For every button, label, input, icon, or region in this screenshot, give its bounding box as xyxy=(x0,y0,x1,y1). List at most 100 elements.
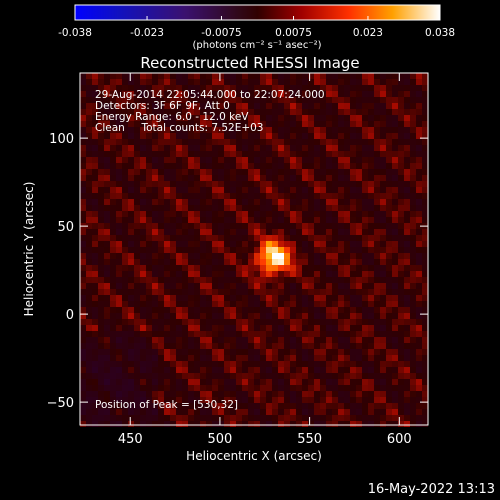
heatmap-cell xyxy=(92,169,98,175)
heatmap-cell xyxy=(218,361,224,367)
heatmap-cell xyxy=(254,295,260,301)
heatmap-cell xyxy=(404,379,410,385)
heatmap-cell xyxy=(416,211,422,217)
heatmap-cell xyxy=(98,247,104,253)
heatmap-cell xyxy=(152,253,158,259)
heatmap-cell xyxy=(200,277,206,283)
heatmap-cell xyxy=(296,283,302,289)
heatmap-cell xyxy=(320,295,326,301)
heatmap-cell xyxy=(374,373,380,379)
heatmap-cell xyxy=(104,325,110,331)
heatmap-cell xyxy=(128,193,134,199)
heatmap-cell xyxy=(290,265,296,271)
heatmap-cell xyxy=(320,343,326,349)
heatmap-cell xyxy=(212,247,218,253)
heatmap-cell xyxy=(212,343,218,349)
heatmap-cell xyxy=(170,193,176,199)
heatmap-cell xyxy=(104,211,110,217)
heatmap-cell xyxy=(416,325,422,331)
heatmap-cell xyxy=(266,283,272,289)
heatmap-cell xyxy=(272,397,278,403)
heatmap-cell xyxy=(392,283,398,289)
heatmap-cells xyxy=(80,73,428,427)
heatmap-cell xyxy=(314,169,320,175)
heatmap-cell xyxy=(344,133,350,139)
heatmap-cell xyxy=(98,205,104,211)
heatmap-cell xyxy=(302,313,308,319)
heatmap-cell xyxy=(326,343,332,349)
heatmap-cell xyxy=(266,277,272,283)
heatmap-cell xyxy=(254,409,260,415)
heatmap-cell xyxy=(368,115,374,121)
heatmap-cell xyxy=(314,355,320,361)
x-axis-label: Heliocentric X (arcsec) xyxy=(186,449,322,463)
heatmap-cell xyxy=(254,193,260,199)
heatmap-cell xyxy=(152,325,158,331)
heatmap-cell xyxy=(380,157,386,163)
heatmap-cell xyxy=(134,229,140,235)
heatmap-cell xyxy=(248,151,254,157)
heatmap-cell xyxy=(200,337,206,343)
heatmap-cell xyxy=(266,355,272,361)
heatmap-cell xyxy=(404,319,410,325)
heatmap-cell xyxy=(164,283,170,289)
heatmap-cell xyxy=(368,223,374,229)
heatmap-cell xyxy=(380,205,386,211)
heatmap-cell xyxy=(302,289,308,295)
heatmap-cell xyxy=(290,205,296,211)
heatmap-cell xyxy=(92,229,98,235)
heatmap-cell xyxy=(308,211,314,217)
heatmap-cell xyxy=(98,175,104,181)
heatmap-cell xyxy=(128,379,134,385)
heatmap-cell xyxy=(218,127,224,133)
heatmap-cell xyxy=(122,103,128,109)
heatmap-cell xyxy=(206,337,212,343)
heatmap-cell xyxy=(386,217,392,223)
heatmap-cell xyxy=(224,319,230,325)
heatmap-cell xyxy=(266,181,272,187)
heatmap-cell xyxy=(314,415,320,421)
heatmap-cell xyxy=(404,175,410,181)
heatmap-cell xyxy=(230,397,236,403)
heatmap-cell xyxy=(320,115,326,121)
heatmap-cell xyxy=(128,187,134,193)
heatmap-cell xyxy=(218,235,224,241)
heatmap-cell xyxy=(134,343,140,349)
heatmap-cell xyxy=(122,373,128,379)
heatmap-cell xyxy=(80,133,86,139)
heatmap-cell xyxy=(380,103,386,109)
heatmap-cell xyxy=(314,217,320,223)
heatmap-cell xyxy=(98,229,104,235)
heatmap-cell xyxy=(374,259,380,265)
heatmap-cell xyxy=(218,265,224,271)
heatmap-cell xyxy=(392,343,398,349)
heatmap-cell xyxy=(326,211,332,217)
heatmap-cell xyxy=(344,391,350,397)
heatmap-cell xyxy=(320,289,326,295)
heatmap-cell xyxy=(176,115,182,121)
heatmap-cell xyxy=(152,397,158,403)
heatmap-cell xyxy=(80,319,86,325)
heatmap-cell xyxy=(398,301,404,307)
heatmap-cell xyxy=(134,103,140,109)
heatmap-cell xyxy=(272,343,278,349)
heatmap-cell xyxy=(176,229,182,235)
heatmap-cell xyxy=(314,319,320,325)
heatmap-cell xyxy=(242,397,248,403)
heatmap-cell xyxy=(248,349,254,355)
heatmap-cell xyxy=(278,187,284,193)
heatmap-cell xyxy=(416,367,422,373)
heatmap-cell xyxy=(104,319,110,325)
heatmap-cell xyxy=(236,193,242,199)
heatmap-cell xyxy=(356,193,362,199)
heatmap-cell xyxy=(176,277,182,283)
heatmap-cell xyxy=(128,367,134,373)
heatmap-cell xyxy=(356,379,362,385)
heatmap-cell xyxy=(212,223,218,229)
heatmap-cell xyxy=(146,355,152,361)
heatmap-cell xyxy=(146,133,152,139)
heatmap-cell xyxy=(296,421,302,427)
heatmap-cell xyxy=(338,163,344,169)
heatmap-cell xyxy=(416,307,422,313)
heatmap-cell xyxy=(92,295,98,301)
